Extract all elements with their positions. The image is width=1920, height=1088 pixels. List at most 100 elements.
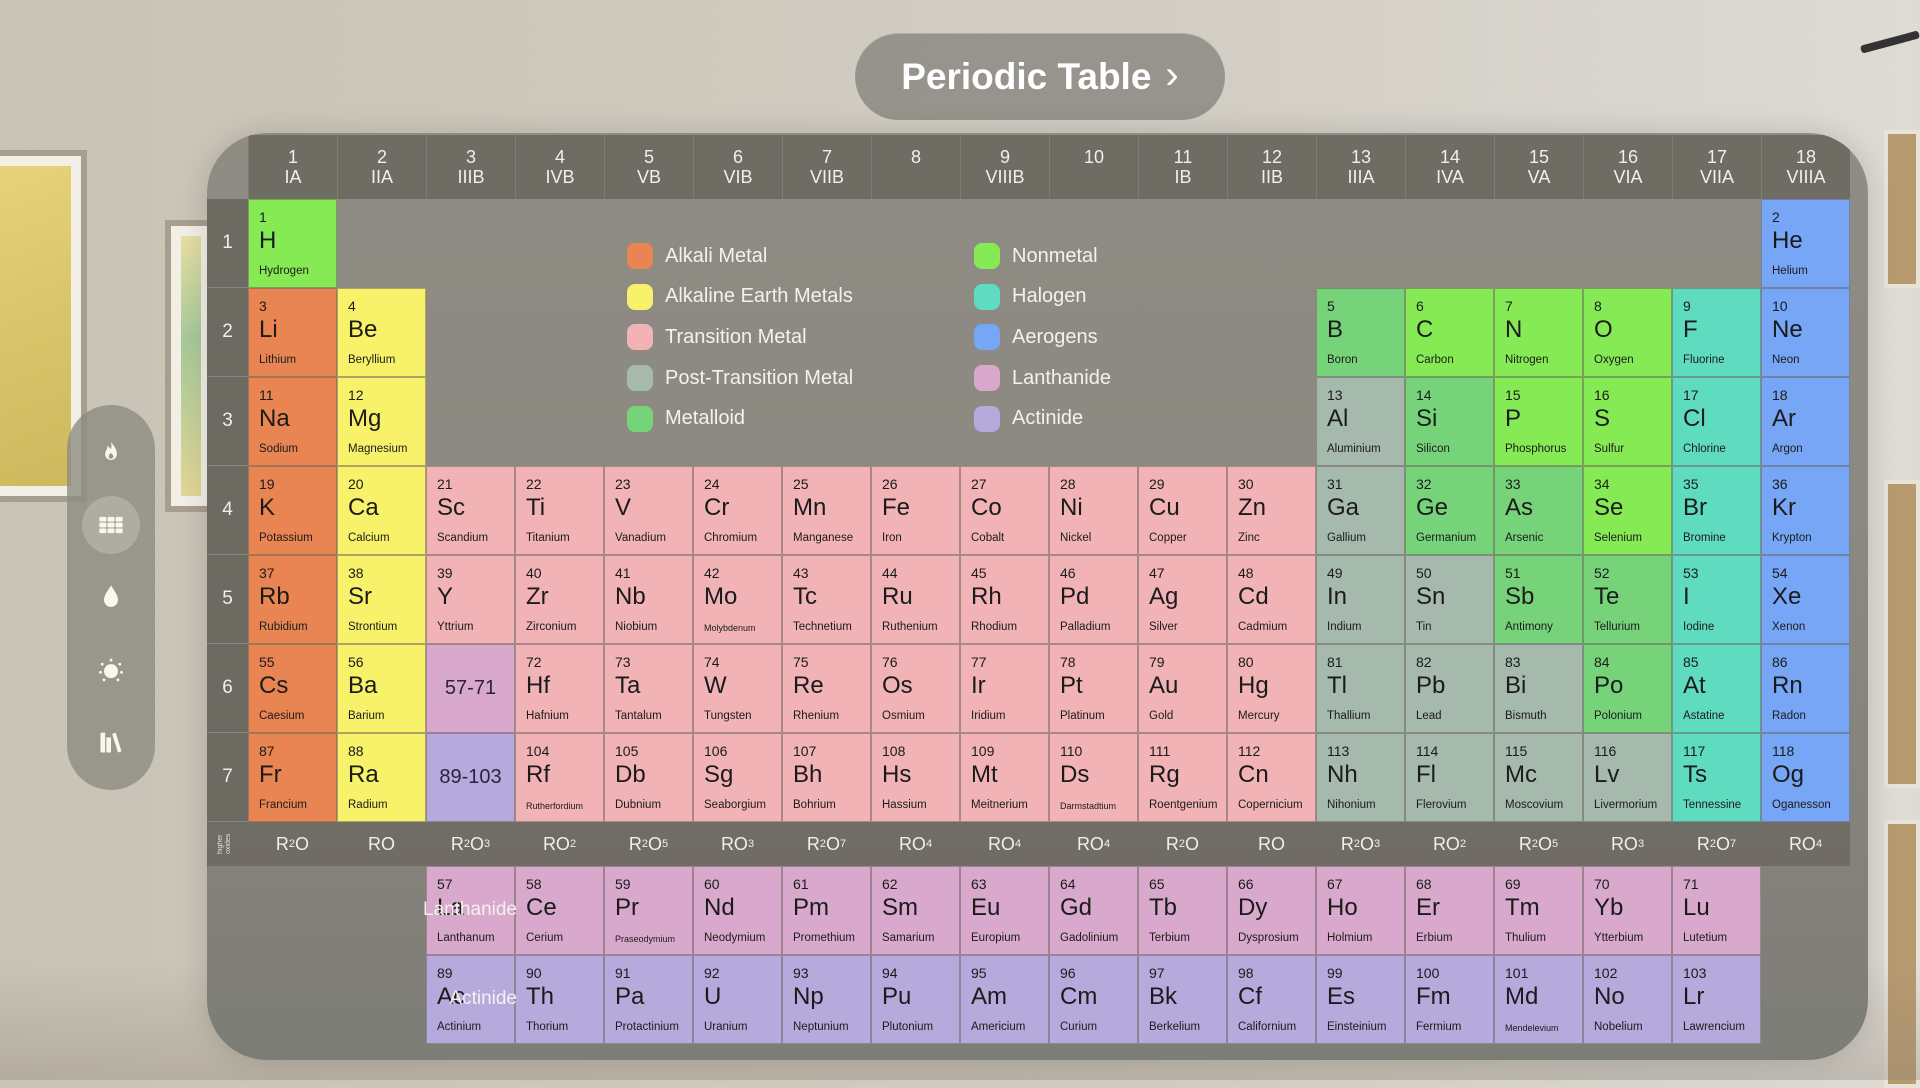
element-selenium[interactable]: 34 Se Selenium xyxy=(1583,466,1672,555)
element-promethium[interactable]: 61 Pm Promethium xyxy=(782,866,871,955)
element-polonium[interactable]: 84 Po Polonium xyxy=(1583,644,1672,733)
element-praseodymium[interactable]: 59 Pr Praseodymium xyxy=(604,866,693,955)
element-meitnerium[interactable]: 109 Mt Meitnerium xyxy=(960,733,1049,822)
element-yttrium[interactable]: 39 Y Yttrium xyxy=(426,555,515,644)
element-nickel[interactable]: 28 Ni Nickel xyxy=(1049,466,1138,555)
sidebar-item-grid[interactable] xyxy=(82,496,140,555)
element-silver[interactable]: 47 Ag Silver xyxy=(1138,555,1227,644)
element-palladium[interactable]: 46 Pd Palladium xyxy=(1049,555,1138,644)
element-protactinium[interactable]: 91 Pa Protactinium xyxy=(604,955,693,1044)
element-francium[interactable]: 87 Fr Francium xyxy=(248,733,337,822)
element-seaborgium[interactable]: 106 Sg Seaborgium xyxy=(693,733,782,822)
element-hassium[interactable]: 108 Hs Hassium xyxy=(871,733,960,822)
element-tantalum[interactable]: 73 Ta Tantalum xyxy=(604,644,693,733)
element-chlorine[interactable]: 17 Cl Chlorine xyxy=(1672,377,1761,466)
element-tellurium[interactable]: 52 Te Tellurium xyxy=(1583,555,1672,644)
element-plutonium[interactable]: 94 Pu Plutonium xyxy=(871,955,960,1044)
element-thorium[interactable]: 90 Th Thorium xyxy=(515,955,604,1044)
element-caesium[interactable]: 55 Cs Caesium xyxy=(248,644,337,733)
element-nobelium[interactable]: 102 No Nobelium xyxy=(1583,955,1672,1044)
element-boron[interactable]: 5 B Boron xyxy=(1316,288,1405,377)
element-rutherfordium[interactable]: 104 Rf Rutherfordium xyxy=(515,733,604,822)
element-copernicium[interactable]: 112 Cn Copernicium xyxy=(1227,733,1316,822)
element-bismuth[interactable]: 83 Bi Bismuth xyxy=(1494,644,1583,733)
element-dubnium[interactable]: 105 Db Dubnium xyxy=(604,733,693,822)
element-iodine[interactable]: 53 I Iodine xyxy=(1672,555,1761,644)
element-mendelevium[interactable]: 101 Md Mendelevium xyxy=(1494,955,1583,1044)
element-fermium[interactable]: 100 Fm Fermium xyxy=(1405,955,1494,1044)
element-molybdenum[interactable]: 42 Mo Molybdenum xyxy=(693,555,782,644)
element-americium[interactable]: 95 Am Americium xyxy=(960,955,1049,1044)
element-californium[interactable]: 98 Cf Californium xyxy=(1227,955,1316,1044)
element-thulium[interactable]: 69 Tm Thulium xyxy=(1494,866,1583,955)
element-holmium[interactable]: 67 Ho Holmium xyxy=(1316,866,1405,955)
element-samarium[interactable]: 62 Sm Samarium xyxy=(871,866,960,955)
element-uranium[interactable]: 92 U Uranium xyxy=(693,955,782,1044)
element-lawrencium[interactable]: 103 Lr Lawrencium xyxy=(1672,955,1761,1044)
element-flerovium[interactable]: 114 Fl Flerovium xyxy=(1405,733,1494,822)
element-niobium[interactable]: 41 Nb Niobium xyxy=(604,555,693,644)
element-rhodium[interactable]: 45 Rh Rhodium xyxy=(960,555,1049,644)
element-neptunium[interactable]: 93 Np Neptunium xyxy=(782,955,871,1044)
element-tin[interactable]: 50 Sn Tin xyxy=(1405,555,1494,644)
element-germanium[interactable]: 32 Ge Germanium xyxy=(1405,466,1494,555)
element-vanadium[interactable]: 23 V Vanadium xyxy=(604,466,693,555)
element-cadmium[interactable]: 48 Cd Cadmium xyxy=(1227,555,1316,644)
element-ytterbium[interactable]: 70 Yb Ytterbium xyxy=(1583,866,1672,955)
element-beryllium[interactable]: 4 Be Beryllium xyxy=(337,288,426,377)
element-europium[interactable]: 63 Eu Europium xyxy=(960,866,1049,955)
element-platinum[interactable]: 78 Pt Platinum xyxy=(1049,644,1138,733)
element-lanthanum[interactable]: 57 La Lanthanum xyxy=(426,866,515,955)
element-gold[interactable]: 79 Au Gold xyxy=(1138,644,1227,733)
element-roentgenium[interactable]: 111 Rg Roentgenium xyxy=(1138,733,1227,822)
element-terbium[interactable]: 65 Tb Terbium xyxy=(1138,866,1227,955)
element-manganese[interactable]: 25 Mn Manganese xyxy=(782,466,871,555)
element-calcium[interactable]: 20 Ca Calcium xyxy=(337,466,426,555)
element-potassium[interactable]: 19 K Potassium xyxy=(248,466,337,555)
element-cerium[interactable]: 58 Ce Cerium xyxy=(515,866,604,955)
element-lithium[interactable]: 3 Li Lithium xyxy=(248,288,337,377)
element-xenon[interactable]: 54 Xe Xenon xyxy=(1761,555,1850,644)
element-hafnium[interactable]: 72 Hf Hafnium xyxy=(515,644,604,733)
element-radon[interactable]: 86 Rn Radon xyxy=(1761,644,1850,733)
sidebar-item-dial[interactable] xyxy=(82,641,140,699)
element-bromine[interactable]: 35 Br Bromine xyxy=(1672,466,1761,555)
element-carbon[interactable]: 6 C Carbon xyxy=(1405,288,1494,377)
element-mercury[interactable]: 80 Hg Mercury xyxy=(1227,644,1316,733)
element-antimony[interactable]: 51 Sb Antimony xyxy=(1494,555,1583,644)
element-nihonium[interactable]: 113 Nh Nihonium xyxy=(1316,733,1405,822)
series-placeholder-lanthanide[interactable]: 57-71 xyxy=(426,644,515,733)
element-titanium[interactable]: 22 Ti Titanium xyxy=(515,466,604,555)
sidebar-item-flame[interactable] xyxy=(82,424,140,482)
element-moscovium[interactable]: 115 Mc Moscovium xyxy=(1494,733,1583,822)
element-barium[interactable]: 56 Ba Barium xyxy=(337,644,426,733)
element-neon[interactable]: 10 Ne Neon xyxy=(1761,288,1850,377)
element-dysprosium[interactable]: 66 Dy Dysprosium xyxy=(1227,866,1316,955)
element-sodium[interactable]: 11 Na Sodium xyxy=(248,377,337,466)
element-sulfur[interactable]: 16 S Sulfur xyxy=(1583,377,1672,466)
element-thallium[interactable]: 81 Tl Thallium xyxy=(1316,644,1405,733)
element-silicon[interactable]: 14 Si Silicon xyxy=(1405,377,1494,466)
element-gallium[interactable]: 31 Ga Gallium xyxy=(1316,466,1405,555)
element-lutetium[interactable]: 71 Lu Lutetium xyxy=(1672,866,1761,955)
element-hydrogen[interactable]: 1 H Hydrogen xyxy=(248,199,337,288)
element-strontium[interactable]: 38 Sr Strontium xyxy=(337,555,426,644)
element-rhenium[interactable]: 75 Re Rhenium xyxy=(782,644,871,733)
element-nitrogen[interactable]: 7 N Nitrogen xyxy=(1494,288,1583,377)
element-magnesium[interactable]: 12 Mg Magnesium xyxy=(337,377,426,466)
element-phosphorus[interactable]: 15 P Phosphorus xyxy=(1494,377,1583,466)
element-rubidium[interactable]: 37 Rb Rubidium xyxy=(248,555,337,644)
element-scandium[interactable]: 21 Sc Scandium xyxy=(426,466,515,555)
element-astatine[interactable]: 85 At Astatine xyxy=(1672,644,1761,733)
series-placeholder-actinide[interactable]: 89-103 xyxy=(426,733,515,822)
element-osmium[interactable]: 76 Os Osmium xyxy=(871,644,960,733)
title-button[interactable]: Periodic Table › xyxy=(855,33,1225,120)
element-darmstadtium[interactable]: 110 Ds Darmstadtium xyxy=(1049,733,1138,822)
element-gadolinium[interactable]: 64 Gd Gadolinium xyxy=(1049,866,1138,955)
element-radium[interactable]: 88 Ra Radium xyxy=(337,733,426,822)
element-erbium[interactable]: 68 Er Erbium xyxy=(1405,866,1494,955)
element-iridium[interactable]: 77 Ir Iridium xyxy=(960,644,1049,733)
element-lead[interactable]: 82 Pb Lead xyxy=(1405,644,1494,733)
element-cobalt[interactable]: 27 Co Cobalt xyxy=(960,466,1049,555)
element-tungsten[interactable]: 74 W Tungsten xyxy=(693,644,782,733)
